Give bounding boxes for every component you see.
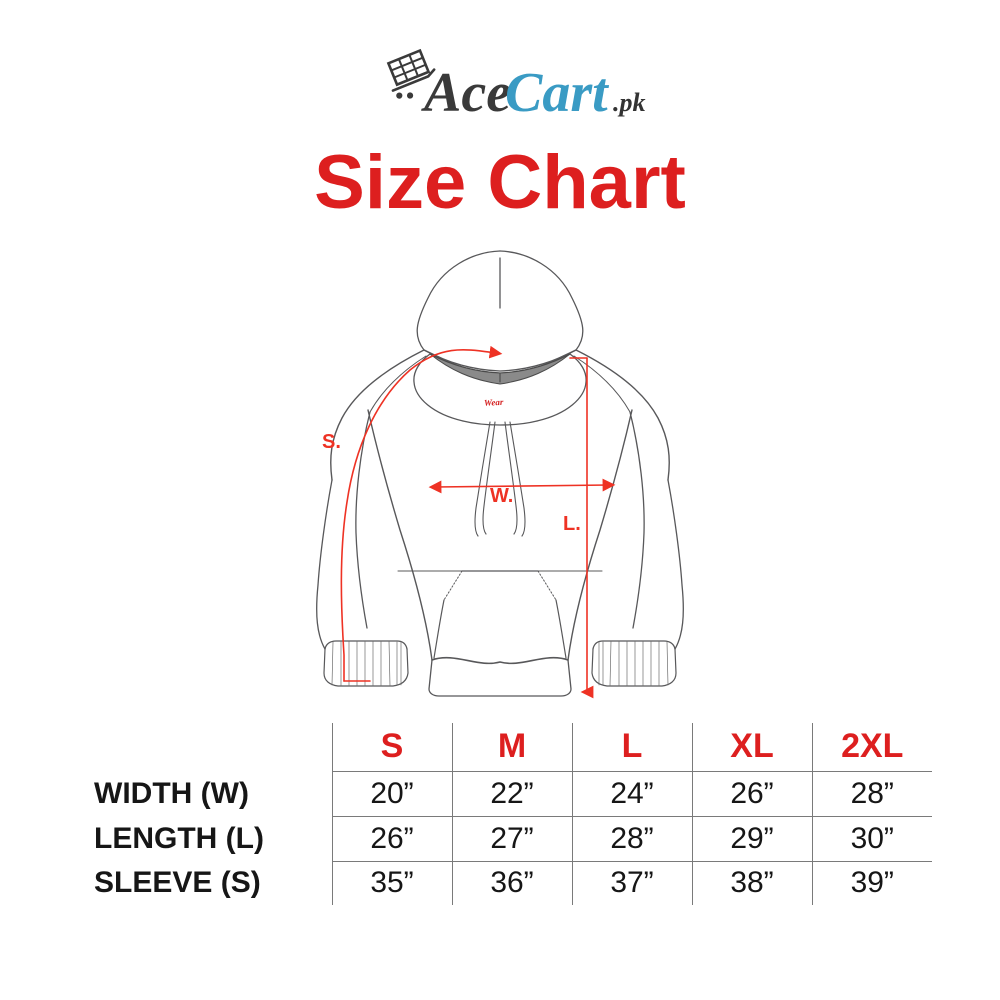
svg-text:W.: W. xyxy=(490,485,513,507)
svg-text:L.: L. xyxy=(563,513,581,535)
svg-text:Cart: Cart xyxy=(505,62,609,124)
svg-text:Ace: Ace xyxy=(421,62,511,124)
svg-text:S.: S. xyxy=(322,431,341,453)
svg-text:.pk: .pk xyxy=(613,88,646,117)
svg-text:Wear: Wear xyxy=(484,397,504,408)
